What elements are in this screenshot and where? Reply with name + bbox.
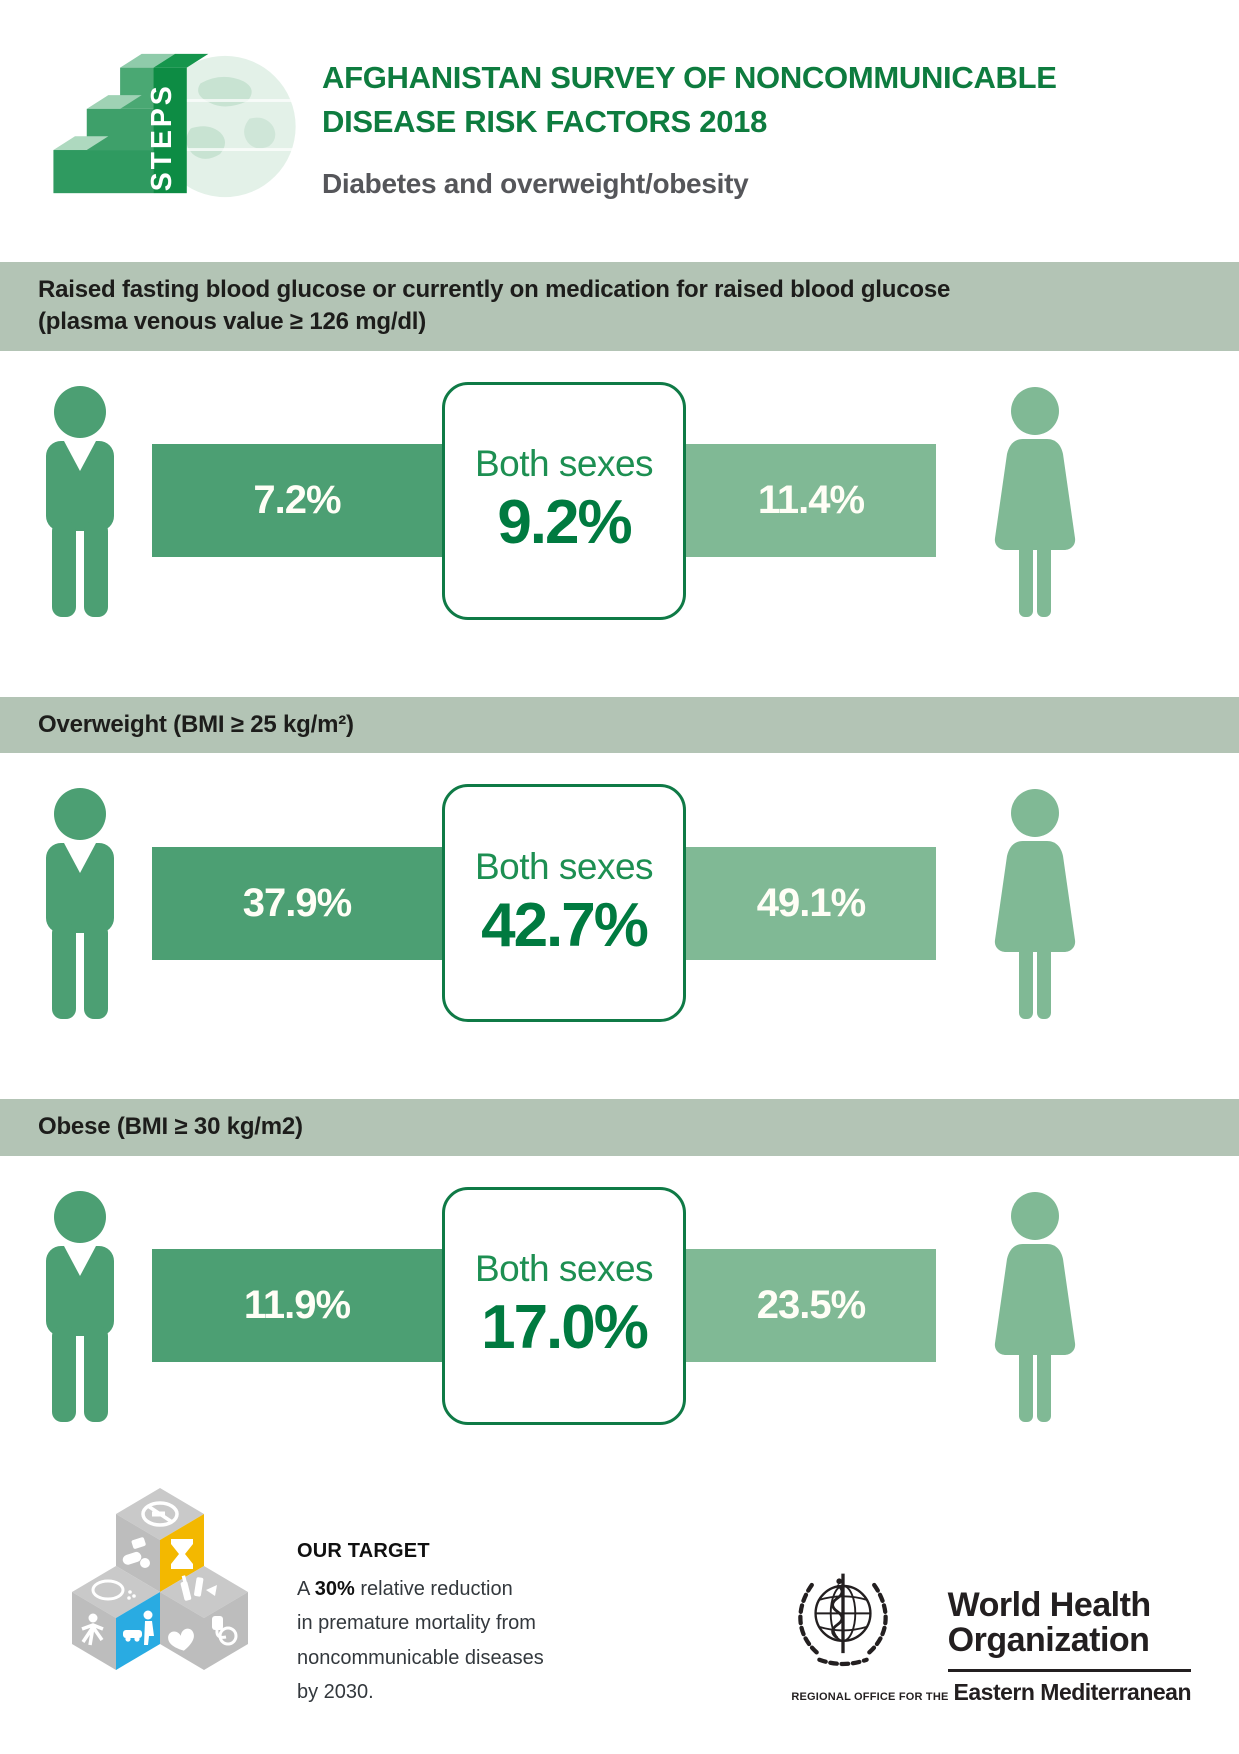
- section-heading-line1: Obese (BMI ≥ 30 kg/m2): [38, 1113, 303, 1141]
- footer: OUR TARGET A 30% relative reduction in p…: [0, 1456, 1239, 1710]
- steps-logo-label: STEPS: [146, 83, 178, 191]
- section-heading-line1: Overweight (BMI ≥ 25 kg/m²): [38, 710, 354, 738]
- section-heading-glucose: Raised fasting blood glucose or currentl…: [0, 262, 1239, 351]
- screen-time-icon: [91, 1579, 136, 1601]
- female-value: 11.4%: [757, 478, 865, 523]
- male-value: 11.9%: [243, 1283, 351, 1328]
- page-title-line2: DISEASE RISK FACTORS 2018: [322, 104, 768, 140]
- ncd-cubes-icon: [55, 1484, 265, 1699]
- who-logo: World Health Organization REGIONAL OFFIC…: [791, 1568, 1192, 1706]
- who-name-line2: Organization: [947, 1621, 1150, 1660]
- no-smoking-icon: [141, 1500, 179, 1527]
- female-value-bar: 49.1%: [686, 846, 936, 960]
- inactivity-icon: [123, 1610, 154, 1645]
- stat-row-overweight: 37.9% Both sexes 42.7% 49.1%: [0, 753, 1239, 1053]
- hourglass-icon: [171, 1538, 193, 1569]
- who-emblem-icon: [791, 1568, 895, 1672]
- title-block: AFGHANISTAN SURVEY OF NONCOMMUNICABLE DI…: [310, 50, 1057, 200]
- physical-activity-icon: [81, 1613, 104, 1645]
- section-heading-line1: Raised fasting blood glucose or currentl…: [38, 276, 951, 303]
- both-sexes-box: Both sexes 17.0%: [442, 1186, 686, 1425]
- section-heading-line2: (plasma venous value ≥ 126 mg/dl): [38, 308, 427, 336]
- both-sexes-label: Both sexes: [474, 443, 654, 485]
- who-regional-office: REGIONAL OFFICE FOR THE Eastern Mediterra…: [791, 1679, 1191, 1706]
- male-figure-icon: [40, 1190, 120, 1422]
- both-sexes-label: Both sexes: [474, 845, 654, 887]
- female-value: 23.5%: [756, 1283, 866, 1328]
- both-sexes-box: Both sexes 42.7%: [442, 784, 686, 1023]
- both-sexes-value: 9.2%: [497, 488, 632, 558]
- target-line1: A 30% relative reduction: [297, 1577, 513, 1600]
- target-heading: OUR TARGET: [297, 1539, 430, 1562]
- who-name: World Health Organization: [947, 1585, 1191, 1672]
- male-value-bar: 7.2%: [152, 444, 442, 558]
- who-name-line1: World Health: [947, 1585, 1152, 1624]
- who-regional-name: Eastern Mediterranean: [953, 1678, 1192, 1705]
- both-sexes-label: Both sexes: [474, 1248, 654, 1290]
- both-sexes-value: 17.0%: [481, 1293, 649, 1363]
- female-value-bar: 23.5%: [686, 1249, 936, 1363]
- male-figure-icon: [40, 385, 120, 617]
- male-value-bar: 11.9%: [152, 1249, 442, 1363]
- who-regional-prefix: REGIONAL OFFICE FOR THE: [791, 1690, 949, 1703]
- target-line3: noncommunicable diseases: [297, 1646, 544, 1669]
- stat-row-obese: 11.9% Both sexes 17.0% 23.5%: [0, 1156, 1239, 1456]
- female-value: 49.1%: [756, 880, 866, 925]
- female-figure-icon: [991, 787, 1079, 1020]
- section-heading-obese: Obese (BMI ≥ 30 kg/m2): [0, 1099, 1239, 1156]
- stat-row-glucose: 7.2% Both sexes 9.2% 11.4%: [0, 351, 1239, 651]
- alcohol-icon: [180, 1574, 217, 1601]
- female-value-bar: 11.4%: [686, 444, 936, 558]
- male-value-bar: 37.9%: [152, 846, 442, 960]
- steps-logo-icon: STEPS: [42, 50, 310, 202]
- section-heading-overweight: Overweight (BMI ≥ 25 kg/m²): [0, 696, 1239, 754]
- female-figure-icon: [991, 1190, 1079, 1422]
- male-figure-icon: [40, 787, 120, 1020]
- both-sexes-value: 42.7%: [481, 890, 649, 960]
- header: STEPS AFGHANISTAN SURVEY OF NONCOMMUNICA…: [0, 0, 1239, 202]
- target-bold-value: 30%: [314, 1577, 355, 1600]
- page-subtitle: Diabetes and overweight/obesity: [322, 168, 749, 200]
- male-value: 37.9%: [242, 880, 352, 925]
- unhealthy-food-icon: [122, 1536, 150, 1568]
- target-line4: by 2030.: [297, 1681, 374, 1704]
- female-figure-icon: [991, 385, 1079, 617]
- blood-pressure-icon: [212, 1615, 238, 1646]
- both-sexes-box: Both sexes 9.2%: [442, 381, 686, 620]
- page-title-line1: AFGHANISTAN SURVEY OF NONCOMMUNICABLE: [322, 60, 1057, 95]
- target-line2: in premature mortality from: [297, 1612, 536, 1635]
- heart-disease-icon: [168, 1628, 194, 1651]
- target-block: OUR TARGET A 30% relative reduction in p…: [297, 1534, 544, 1710]
- male-value: 7.2%: [253, 478, 341, 523]
